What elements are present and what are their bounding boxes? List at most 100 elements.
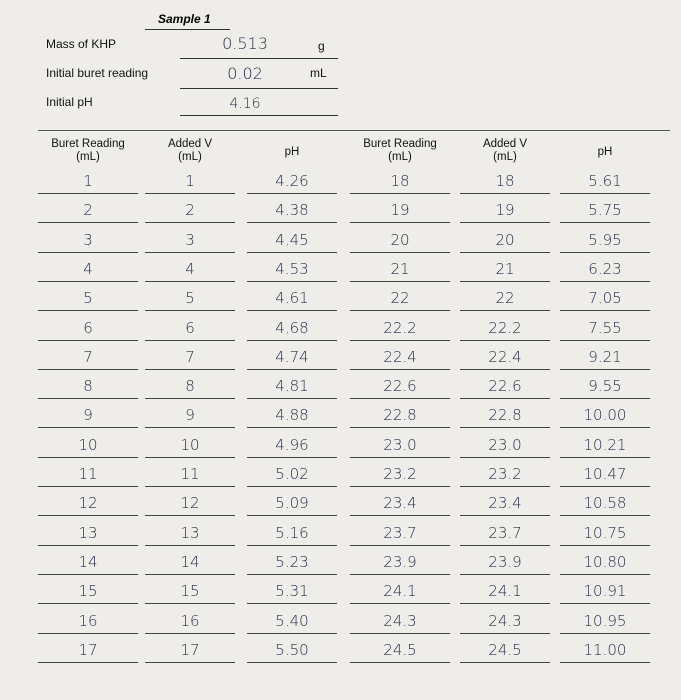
cell-rule xyxy=(560,339,650,341)
table-cell: 23.2 xyxy=(383,465,417,483)
cell-rule xyxy=(145,486,235,487)
cell-rule xyxy=(350,573,450,575)
table-cell: 4.53 xyxy=(275,259,309,278)
table-cell: 5.16 xyxy=(275,523,309,542)
table-cell: 10 xyxy=(180,435,200,454)
table-cell: 22.2 xyxy=(488,318,522,337)
table-cell: 7 xyxy=(83,347,93,366)
cell-rule xyxy=(350,544,450,546)
cell-rule xyxy=(560,193,650,194)
cell-rule xyxy=(460,573,550,575)
table-cell: 4.74 xyxy=(275,347,309,366)
cell-rule xyxy=(350,632,450,634)
table-cell: 22.8 xyxy=(488,406,522,425)
cell-rule xyxy=(247,310,337,312)
table-cell: 9.55 xyxy=(588,377,622,396)
column-header: Added V (mL) xyxy=(482,138,528,163)
cell-rule xyxy=(38,661,138,663)
table-cell: 11 xyxy=(180,465,200,483)
table-cell: 23.4 xyxy=(383,494,417,513)
table-cell: 17 xyxy=(78,640,98,659)
cell-rule xyxy=(460,515,550,517)
table-cell: 5.09 xyxy=(275,494,309,513)
table-cell: 15 xyxy=(78,582,98,601)
table-cell: 10.58 xyxy=(583,494,627,513)
cell-rule xyxy=(247,632,337,634)
table-cell: 4.96 xyxy=(275,435,309,454)
cell-rule xyxy=(350,339,450,341)
table-cell: 9 xyxy=(185,406,195,425)
table-cell: 20 xyxy=(495,230,515,249)
table-cell: 10.21 xyxy=(583,435,627,454)
cell-rule xyxy=(145,456,235,458)
cell-rule xyxy=(560,661,650,663)
cell-rule xyxy=(38,310,138,312)
cell-rule xyxy=(38,398,138,400)
cell-rule xyxy=(460,368,550,370)
table-cell: 4.61 xyxy=(275,289,309,308)
cell-rule xyxy=(560,632,650,634)
table-cell: 10.47 xyxy=(583,465,627,483)
cell-rule xyxy=(38,251,138,253)
cell-rule xyxy=(560,427,650,429)
table-cell: 22.8 xyxy=(383,406,417,425)
cell-rule xyxy=(145,339,235,341)
cell-rule xyxy=(560,310,650,312)
table-cell: 23.9 xyxy=(488,552,522,571)
table-cell: 13 xyxy=(180,523,200,542)
table-cell: 4 xyxy=(83,259,93,278)
cell-rule xyxy=(145,544,235,546)
cell-rule xyxy=(247,222,337,224)
cell-rule xyxy=(247,603,337,605)
table-cell: 21 xyxy=(495,259,515,278)
column-header: Buret Reading (mL) xyxy=(51,138,125,163)
cell-rule xyxy=(247,427,337,429)
cell-rule xyxy=(350,603,450,605)
cell-rule xyxy=(560,544,650,546)
table-cell: 9 xyxy=(83,406,93,425)
cell-rule xyxy=(460,251,550,253)
cell-rule xyxy=(38,573,138,575)
cell-rule xyxy=(560,368,650,370)
table-cell: 10 xyxy=(78,435,98,454)
table-cell: 16 xyxy=(180,611,200,630)
cell-rule xyxy=(38,456,138,458)
cell-rule xyxy=(350,486,450,487)
field-value: 4.16 xyxy=(229,96,261,112)
cell-rule xyxy=(350,398,450,400)
cell-rule xyxy=(247,456,337,458)
cell-rule xyxy=(460,222,550,224)
cell-rule xyxy=(145,632,235,634)
cell-rule xyxy=(247,193,337,194)
table-cell: 5.31 xyxy=(275,582,309,601)
cell-rule xyxy=(460,486,550,487)
table-cell: 18 xyxy=(390,172,410,190)
cell-rule xyxy=(247,251,337,253)
table-cell: 14 xyxy=(180,552,200,571)
table-cell: 12 xyxy=(180,494,200,513)
table-cell: 24.1 xyxy=(383,582,417,601)
cell-rule xyxy=(460,456,550,458)
cell-rule xyxy=(247,280,337,282)
table-cell: 22.6 xyxy=(383,377,417,396)
table-cell: 23.2 xyxy=(488,465,522,483)
cell-rule xyxy=(247,398,337,400)
cell-rule xyxy=(247,486,337,487)
table-cell: 4.81 xyxy=(275,377,309,396)
table-cell: 7.05 xyxy=(588,289,622,308)
cell-rule xyxy=(350,222,450,224)
cell-rule xyxy=(38,603,138,605)
cell-rule xyxy=(350,456,450,458)
cell-rule xyxy=(38,632,138,634)
cell-rule xyxy=(38,427,138,429)
table-cell: 4.45 xyxy=(275,230,309,249)
cell-rule xyxy=(145,427,235,429)
cell-rule xyxy=(145,251,235,253)
table-cell: 23.7 xyxy=(383,523,417,542)
table-cell: 18 xyxy=(495,172,515,190)
cell-rule xyxy=(145,280,235,282)
field-label: Mass of KHP xyxy=(46,37,117,51)
rule xyxy=(180,88,338,89)
cell-rule xyxy=(38,544,138,546)
